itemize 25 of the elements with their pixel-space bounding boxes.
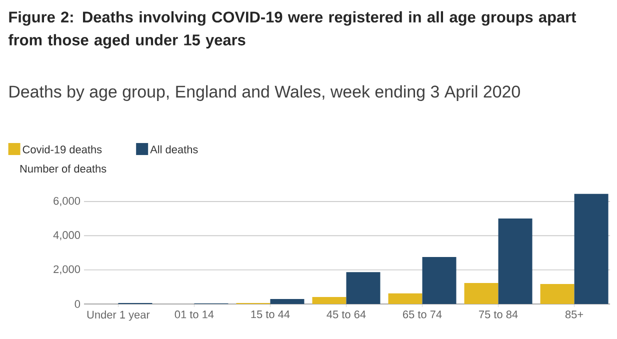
bar [312, 297, 346, 304]
bar [574, 194, 608, 304]
y-tick-label: 0 [74, 300, 80, 308]
y-axis-title: Number of deaths [20, 164, 106, 173]
x-tick-label: 01 to 14 [174, 310, 214, 318]
y-tick-label: 6,000 [54, 197, 80, 206]
x-tick-label: Under 1 year [87, 310, 150, 321]
chart-subtitle: Deaths by age group, England and Wales, week ending 3 April 2020 [10, 85, 520, 101]
legend-label: All deaths [150, 145, 198, 154]
bar [388, 293, 422, 304]
x-tick-label: 45 to 64 [326, 310, 366, 318]
chart-title: Figure 2: Deaths involving COVID-19 were registered in all age groups apart from those aged under 15 years [8, 11, 576, 49]
x-tick-label: 65 to 74 [403, 310, 442, 318]
bar [540, 284, 574, 304]
y-tick-label: 4,000 [53, 231, 80, 240]
bar [270, 299, 304, 304]
bar [422, 257, 456, 304]
legend-label: Covid-19 deaths [22, 145, 102, 154]
y-tick-label: 2,000 [54, 265, 80, 274]
x-tick-label: 15 to 44 [251, 310, 290, 318]
bar [346, 272, 380, 304]
bar [498, 218, 532, 304]
bar [464, 282, 498, 304]
x-tick-label: 85+ [565, 310, 584, 318]
x-tick-label: 75 to 84 [479, 310, 518, 318]
